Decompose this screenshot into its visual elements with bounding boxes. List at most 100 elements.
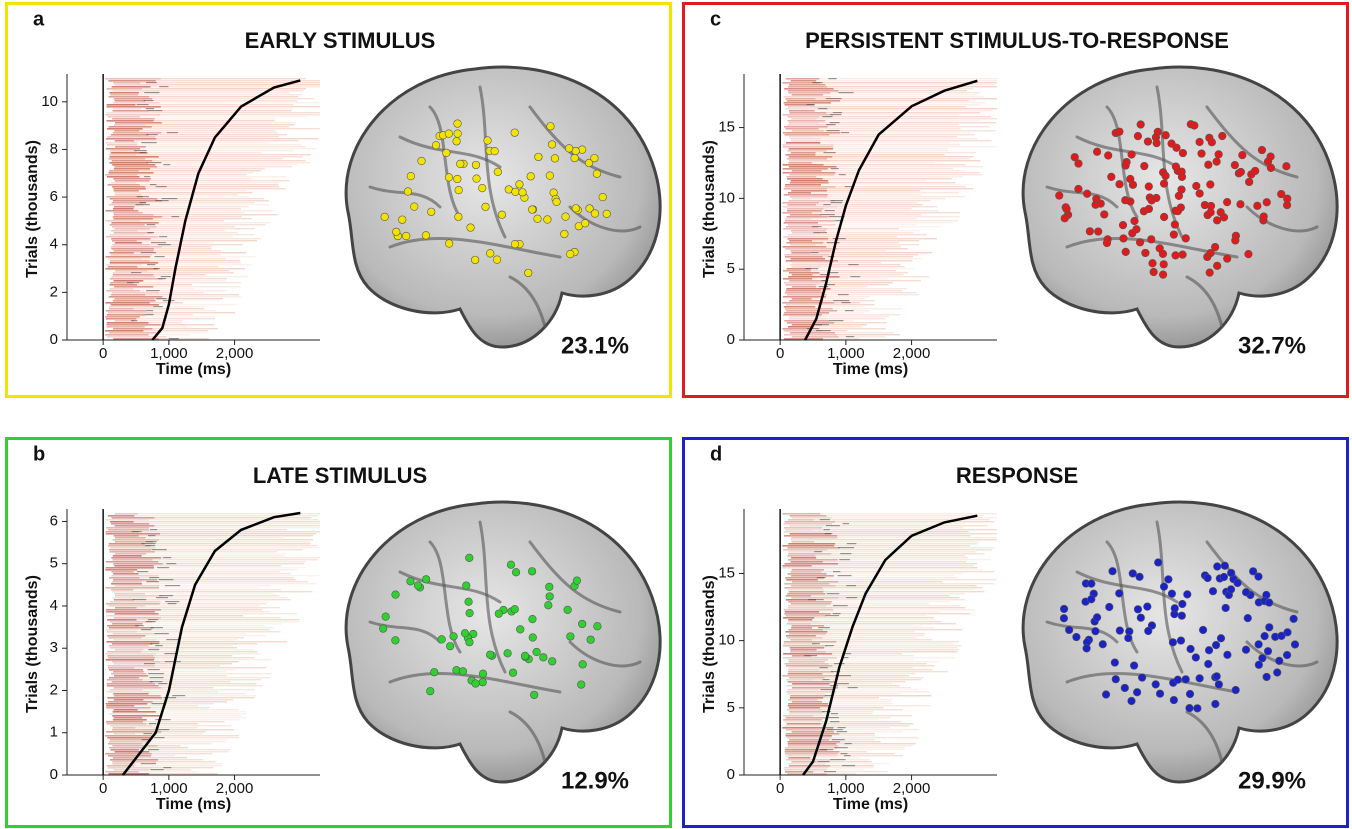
raster-row — [833, 124, 960, 126]
raster-spike — [846, 597, 857, 599]
raster-spike — [841, 302, 851, 304]
electrode — [1149, 267, 1158, 277]
raster-row — [113, 535, 139, 537]
electrode — [486, 650, 495, 659]
raster-row — [155, 711, 246, 713]
raster-row — [108, 158, 146, 160]
raster-row — [813, 715, 913, 717]
raster-row — [786, 579, 818, 581]
raster-row — [161, 687, 214, 689]
raster-row — [789, 695, 826, 697]
raster-spike — [821, 711, 831, 713]
raster-row — [157, 759, 204, 761]
raster-row — [111, 589, 134, 591]
electrode — [572, 576, 582, 585]
raster-row — [111, 643, 153, 645]
y-tick-label: 5 — [727, 699, 735, 716]
electrode — [1098, 640, 1107, 649]
raster-row — [787, 763, 826, 765]
raster-spike — [149, 677, 164, 679]
raster-spike — [153, 268, 160, 270]
electrode — [410, 202, 419, 211]
raster-row — [786, 216, 829, 218]
raster-spike — [155, 186, 167, 188]
raster-row — [785, 248, 839, 250]
electrode — [1262, 672, 1271, 682]
raster-row — [837, 537, 997, 539]
raster-row — [831, 523, 966, 525]
raster-row — [835, 172, 980, 174]
raster-row — [826, 296, 870, 298]
raster-spike — [827, 717, 839, 719]
raster-spike — [826, 124, 836, 126]
y-tick-label: 0 — [727, 766, 735, 783]
raster-row — [815, 306, 864, 308]
raster-row — [113, 639, 157, 641]
electrode — [1133, 605, 1143, 614]
raster-row — [143, 280, 226, 282]
raster-row — [789, 160, 831, 162]
raster-spike — [830, 671, 841, 673]
raster-row — [106, 705, 135, 707]
raster-row — [792, 232, 820, 234]
electrode — [380, 212, 389, 221]
electrode — [464, 597, 473, 606]
raster-row — [107, 116, 140, 118]
raster-row — [837, 535, 971, 537]
raster-row — [822, 330, 848, 332]
raster-row — [141, 258, 226, 260]
raster-spike — [134, 150, 147, 152]
raster-row — [822, 629, 963, 631]
raster-row — [825, 593, 965, 595]
raster-row — [789, 300, 824, 302]
electrode — [452, 137, 461, 146]
raster-row — [829, 739, 875, 741]
raster-spike — [823, 152, 836, 154]
electrode — [1136, 120, 1145, 129]
raster-row — [785, 615, 827, 617]
raster-row — [820, 551, 977, 553]
raster-row — [786, 142, 821, 144]
raster-row — [812, 679, 922, 681]
brain-sulcus — [398, 570, 502, 604]
raster-row — [153, 250, 221, 252]
raster-row — [113, 663, 152, 665]
raster-row — [152, 218, 252, 220]
electrode — [421, 231, 431, 240]
raster-spike — [159, 86, 169, 88]
raster-row — [106, 611, 155, 613]
raster-row — [109, 284, 138, 286]
raster-row — [109, 647, 160, 649]
raster-row — [136, 631, 281, 633]
raster-row — [143, 721, 225, 723]
raster-spike — [155, 200, 169, 202]
electrode — [1263, 647, 1273, 656]
raster-row — [108, 543, 145, 545]
raster-row — [108, 773, 150, 775]
raster-row — [828, 236, 897, 238]
raster-row — [824, 130, 996, 132]
raster-row — [833, 148, 948, 150]
raster-row — [156, 138, 319, 140]
raster-row — [827, 749, 905, 751]
electrode — [1183, 590, 1192, 599]
raster-spike — [151, 703, 167, 705]
raster-row — [109, 224, 145, 226]
raster-row — [784, 721, 819, 723]
raster-spike — [136, 196, 149, 198]
raster-spike — [164, 653, 178, 655]
raster-row — [106, 723, 147, 725]
raster-row — [111, 557, 162, 559]
electrode — [550, 154, 560, 163]
raster-row — [827, 196, 966, 198]
electrode — [1227, 568, 1236, 578]
raster-row — [786, 288, 831, 290]
electrode — [1265, 623, 1274, 632]
raster-row — [108, 667, 135, 669]
raster-row — [825, 120, 980, 122]
electrode — [1263, 157, 1273, 166]
raster-row — [113, 599, 134, 601]
raster-row — [788, 156, 833, 158]
raster-row — [831, 106, 966, 108]
raster-row — [153, 120, 275, 122]
